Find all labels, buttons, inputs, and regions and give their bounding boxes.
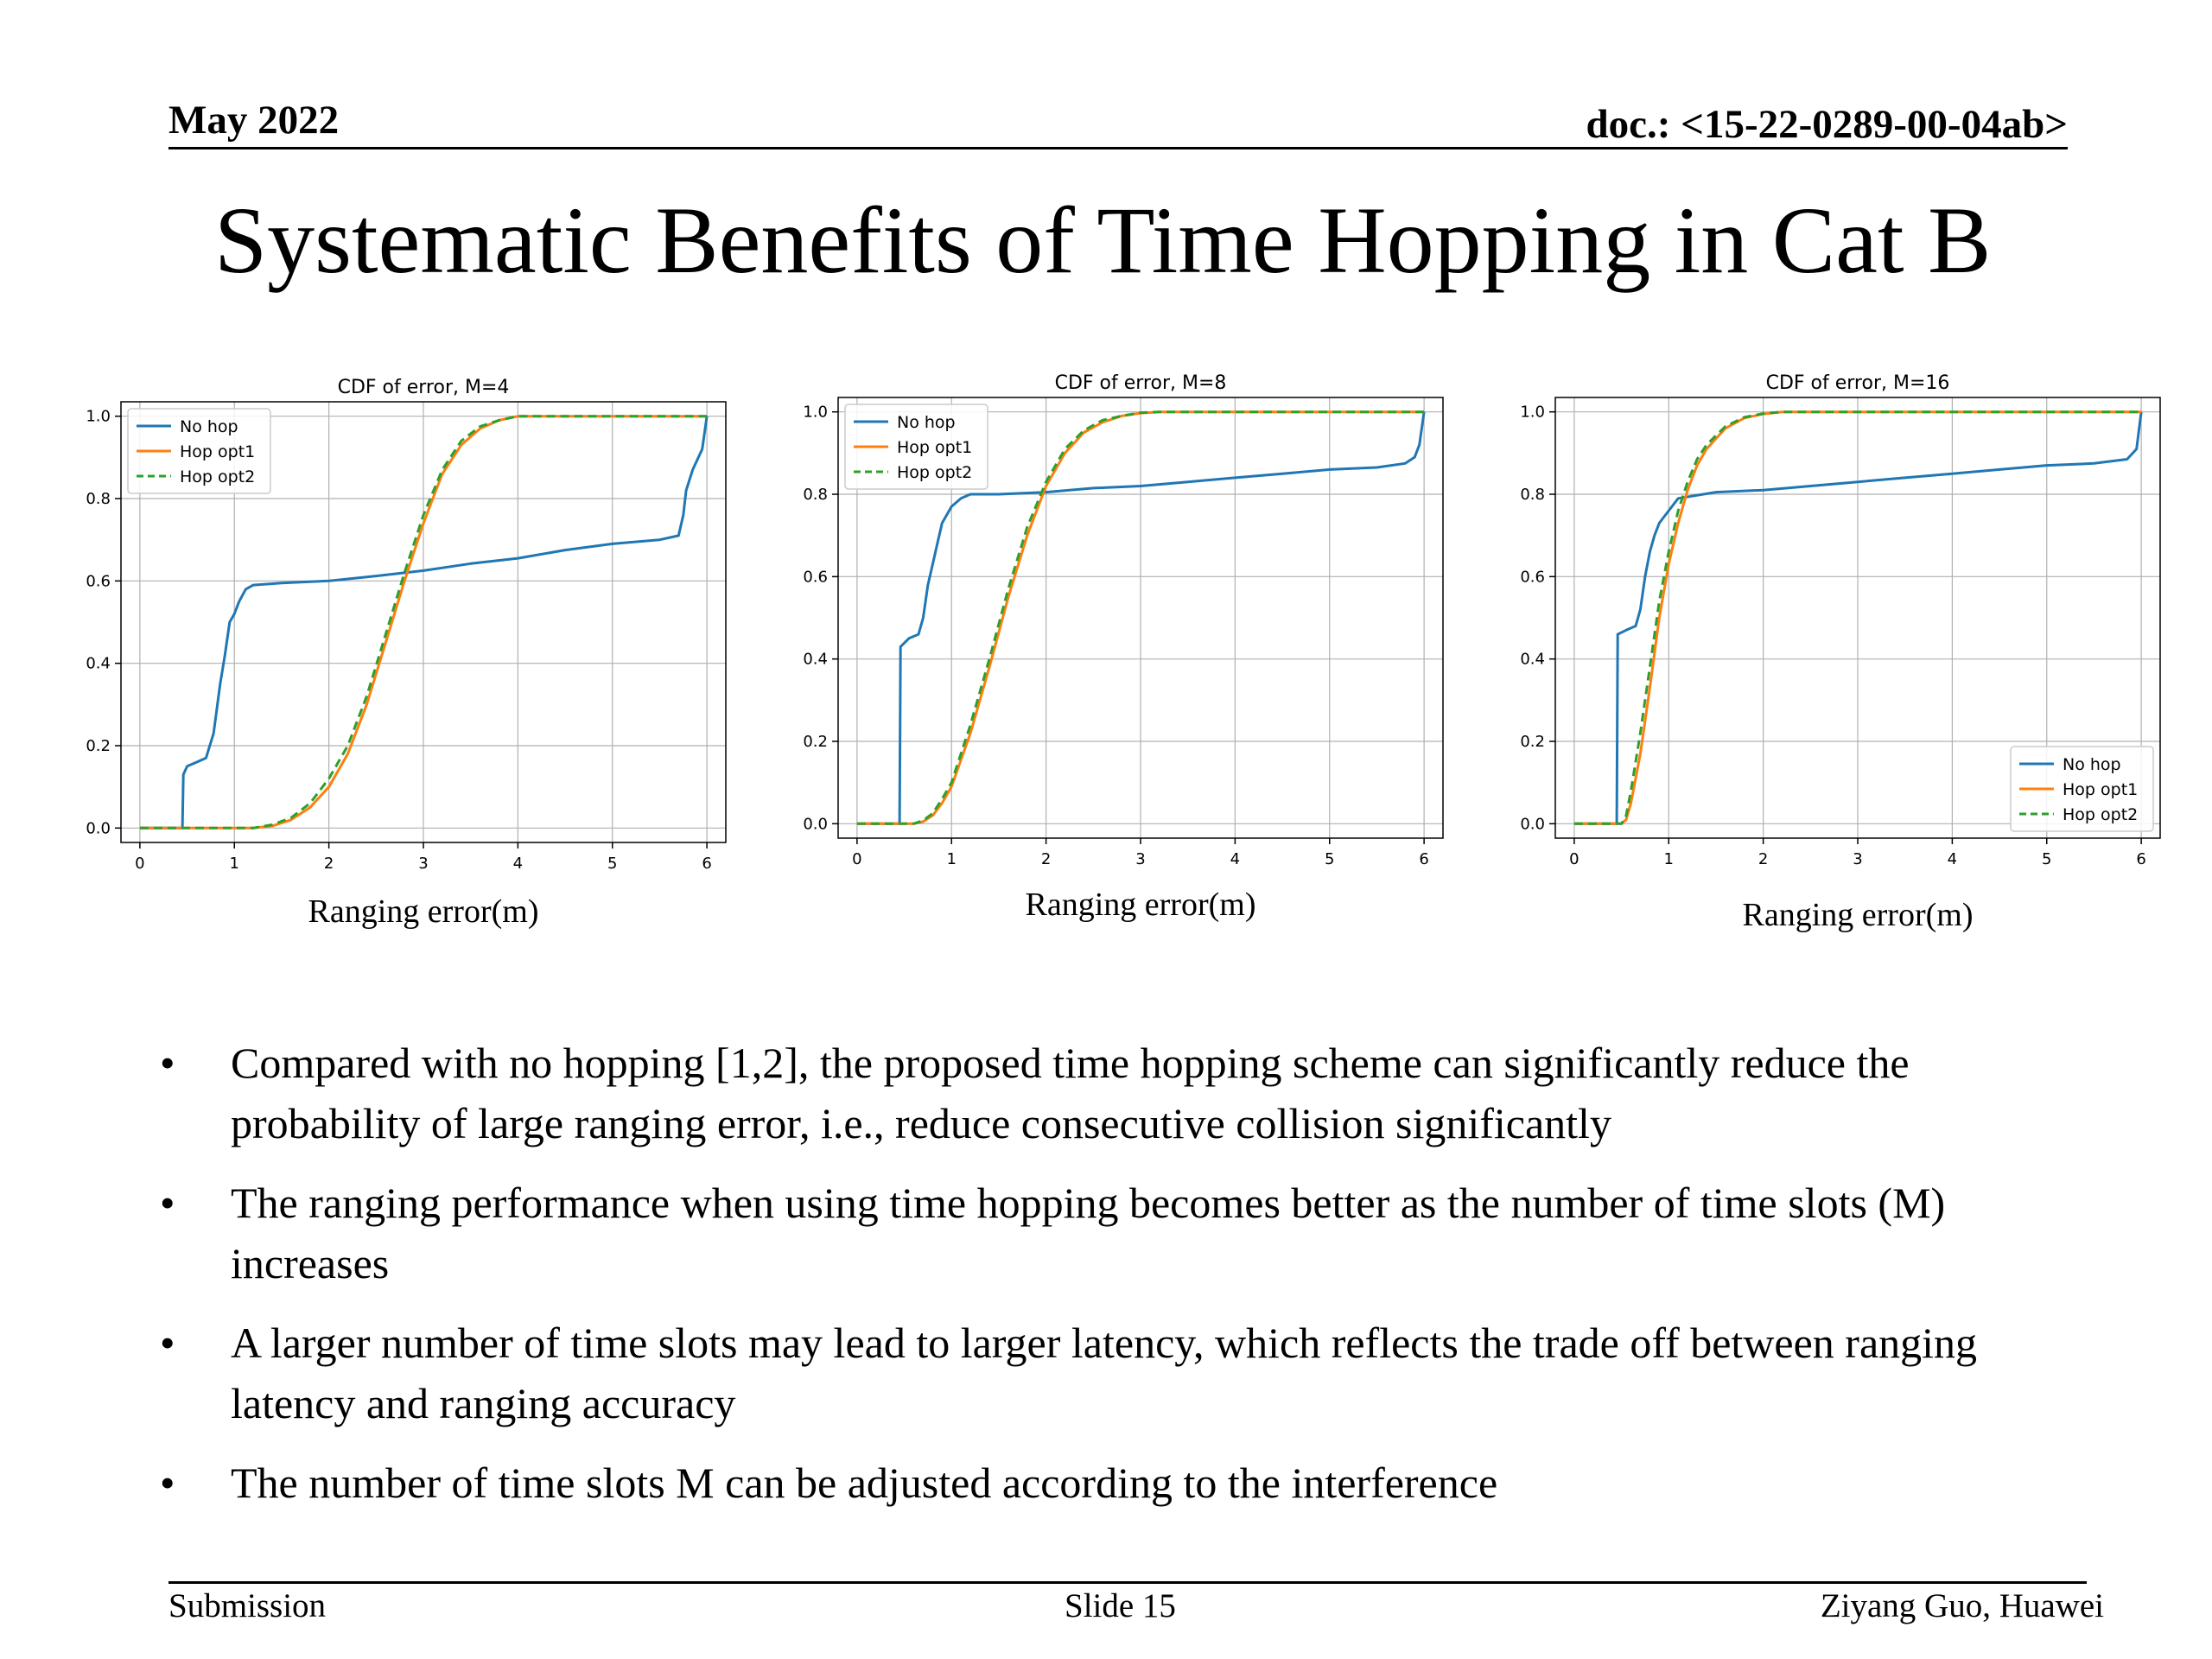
chart-title: CDF of error, M=16 <box>1766 372 1950 394</box>
x-tick-label: 1 <box>230 855 239 873</box>
y-tick-label: 0.4 <box>86 655 111 673</box>
x-tick-label: 3 <box>1853 850 1862 868</box>
y-tick-label: 0.2 <box>803 733 828 751</box>
legend-label: Hop opt1 <box>180 442 255 461</box>
legend-label: Hop opt1 <box>897 438 972 457</box>
x-tick-label: 2 <box>1041 850 1051 868</box>
y-tick-label: 0.6 <box>86 572 111 590</box>
x-tick-label: 5 <box>607 855 617 873</box>
x-tick-label: 3 <box>1135 850 1145 868</box>
legend-box <box>127 408 271 494</box>
legend-label: No hop <box>180 417 238 436</box>
bullet-item: A larger number of time slots may lead t… <box>160 1313 2104 1433</box>
series-line-no-hop <box>856 411 1426 825</box>
series-line-hop-opt2 <box>1573 410 2142 825</box>
legend-label: No hop <box>897 413 956 432</box>
bullet-item: The ranging performance when using time … <box>160 1173 2104 1294</box>
series-line-hop-opt1 <box>1573 410 2142 825</box>
x-tick-label: 4 <box>1948 850 1957 868</box>
y-tick-label: 0.8 <box>86 490 111 508</box>
y-tick-label: 0.6 <box>1520 568 1545 586</box>
cdf-chart-m16: CDF of error, M=16 0 1 2 3 4 5 6 0.0 0.2 0.4 0.6 0.8… <box>1520 372 2161 868</box>
x-tick-label: 4 <box>1230 850 1240 868</box>
y-tick-label: 0.2 <box>86 737 111 755</box>
y-tick-label: 0.8 <box>803 486 828 504</box>
y-tick-label: 1.0 <box>86 408 111 426</box>
series-line-hop-opt2 <box>139 415 708 830</box>
y-tick-label: 0.4 <box>803 651 828 669</box>
x-tick-label: 1 <box>947 850 957 868</box>
y-tick-label: 0.0 <box>86 819 111 837</box>
slide-title: Systematic Benefits of Time Hopping in C… <box>214 188 1992 293</box>
legend-label: Hop opt1 <box>2063 780 2138 799</box>
chart-title: CDF of error, M=4 <box>338 377 510 398</box>
bullet-list: Compared with no hopping [1,2], the prop… <box>160 1033 2104 1532</box>
chart-m16-x-axis-label: Ranging error(m) <box>1742 897 1974 933</box>
x-tick-label: 5 <box>2042 850 2051 868</box>
bullet-item: Compared with no hopping [1,2], the prop… <box>160 1033 2104 1154</box>
x-tick-label: 6 <box>1419 850 1428 868</box>
legend-label: Hop opt2 <box>897 463 972 482</box>
legend-label: No hop <box>2063 755 2121 774</box>
legend-box <box>2010 746 2154 832</box>
y-tick-label: 1.0 <box>1520 404 1545 422</box>
x-tick-label: 0 <box>135 855 144 873</box>
chart-m8-x-axis-label: Ranging error(m) <box>1025 887 1256 923</box>
y-tick-label: 0.8 <box>1520 486 1545 504</box>
y-tick-label: 0.2 <box>1520 733 1545 751</box>
footer-slide-number: Slide 15 <box>1065 1587 1176 1624</box>
legend-label: Hop opt2 <box>2063 805 2138 824</box>
y-tick-label: 0.4 <box>1520 651 1545 669</box>
y-tick-label: 1.0 <box>803 404 828 422</box>
bullet-item: The number of time slots M can be adjust… <box>160 1452 2104 1513</box>
x-tick-label: 3 <box>418 855 428 873</box>
header-date: May 2022 <box>168 98 340 143</box>
x-tick-label: 6 <box>702 855 711 873</box>
y-tick-label: 0.0 <box>1520 815 1545 833</box>
chart-m4-x-axis-label: Ranging error(m) <box>308 893 539 930</box>
cdf-chart-m8: CDF of error, M=8 0 1 2 3 4 5 6 0.0 0.2 0.4 0.6 0.8 1… <box>803 372 1444 868</box>
legend-label: Hop opt2 <box>180 467 255 486</box>
x-tick-label: 5 <box>1325 850 1334 868</box>
header-rule <box>168 147 2068 149</box>
footer-submission: Submission <box>168 1587 327 1624</box>
x-tick-label: 1 <box>1664 850 1674 868</box>
footer-rule <box>168 1581 2087 1584</box>
series-line-no-hop <box>139 416 709 830</box>
y-tick-label: 0.0 <box>803 815 828 833</box>
chart-title: CDF of error, M=8 <box>1055 372 1227 394</box>
legend-box <box>844 404 988 490</box>
x-tick-label: 4 <box>513 855 523 873</box>
y-tick-label: 0.6 <box>803 568 828 586</box>
footer-author: Ziyang Guo, Huawei <box>1820 1587 2104 1624</box>
x-tick-label: 2 <box>1758 850 1768 868</box>
series-line-hop-opt2 <box>856 410 1425 825</box>
x-tick-label: 6 <box>2136 850 2145 868</box>
x-tick-label: 0 <box>1569 850 1579 868</box>
x-tick-label: 0 <box>852 850 861 868</box>
cdf-chart-m4: CDF of error, M=4 0 1 2 3 4 5 6 0.0 0.2 0.4 0.6 0.8 1… <box>86 377 727 873</box>
x-tick-label: 2 <box>324 855 334 873</box>
series-line-no-hop <box>1573 411 2143 825</box>
header-doc-id: doc.: <15-22-0289-00-04ab> <box>1586 102 2068 147</box>
